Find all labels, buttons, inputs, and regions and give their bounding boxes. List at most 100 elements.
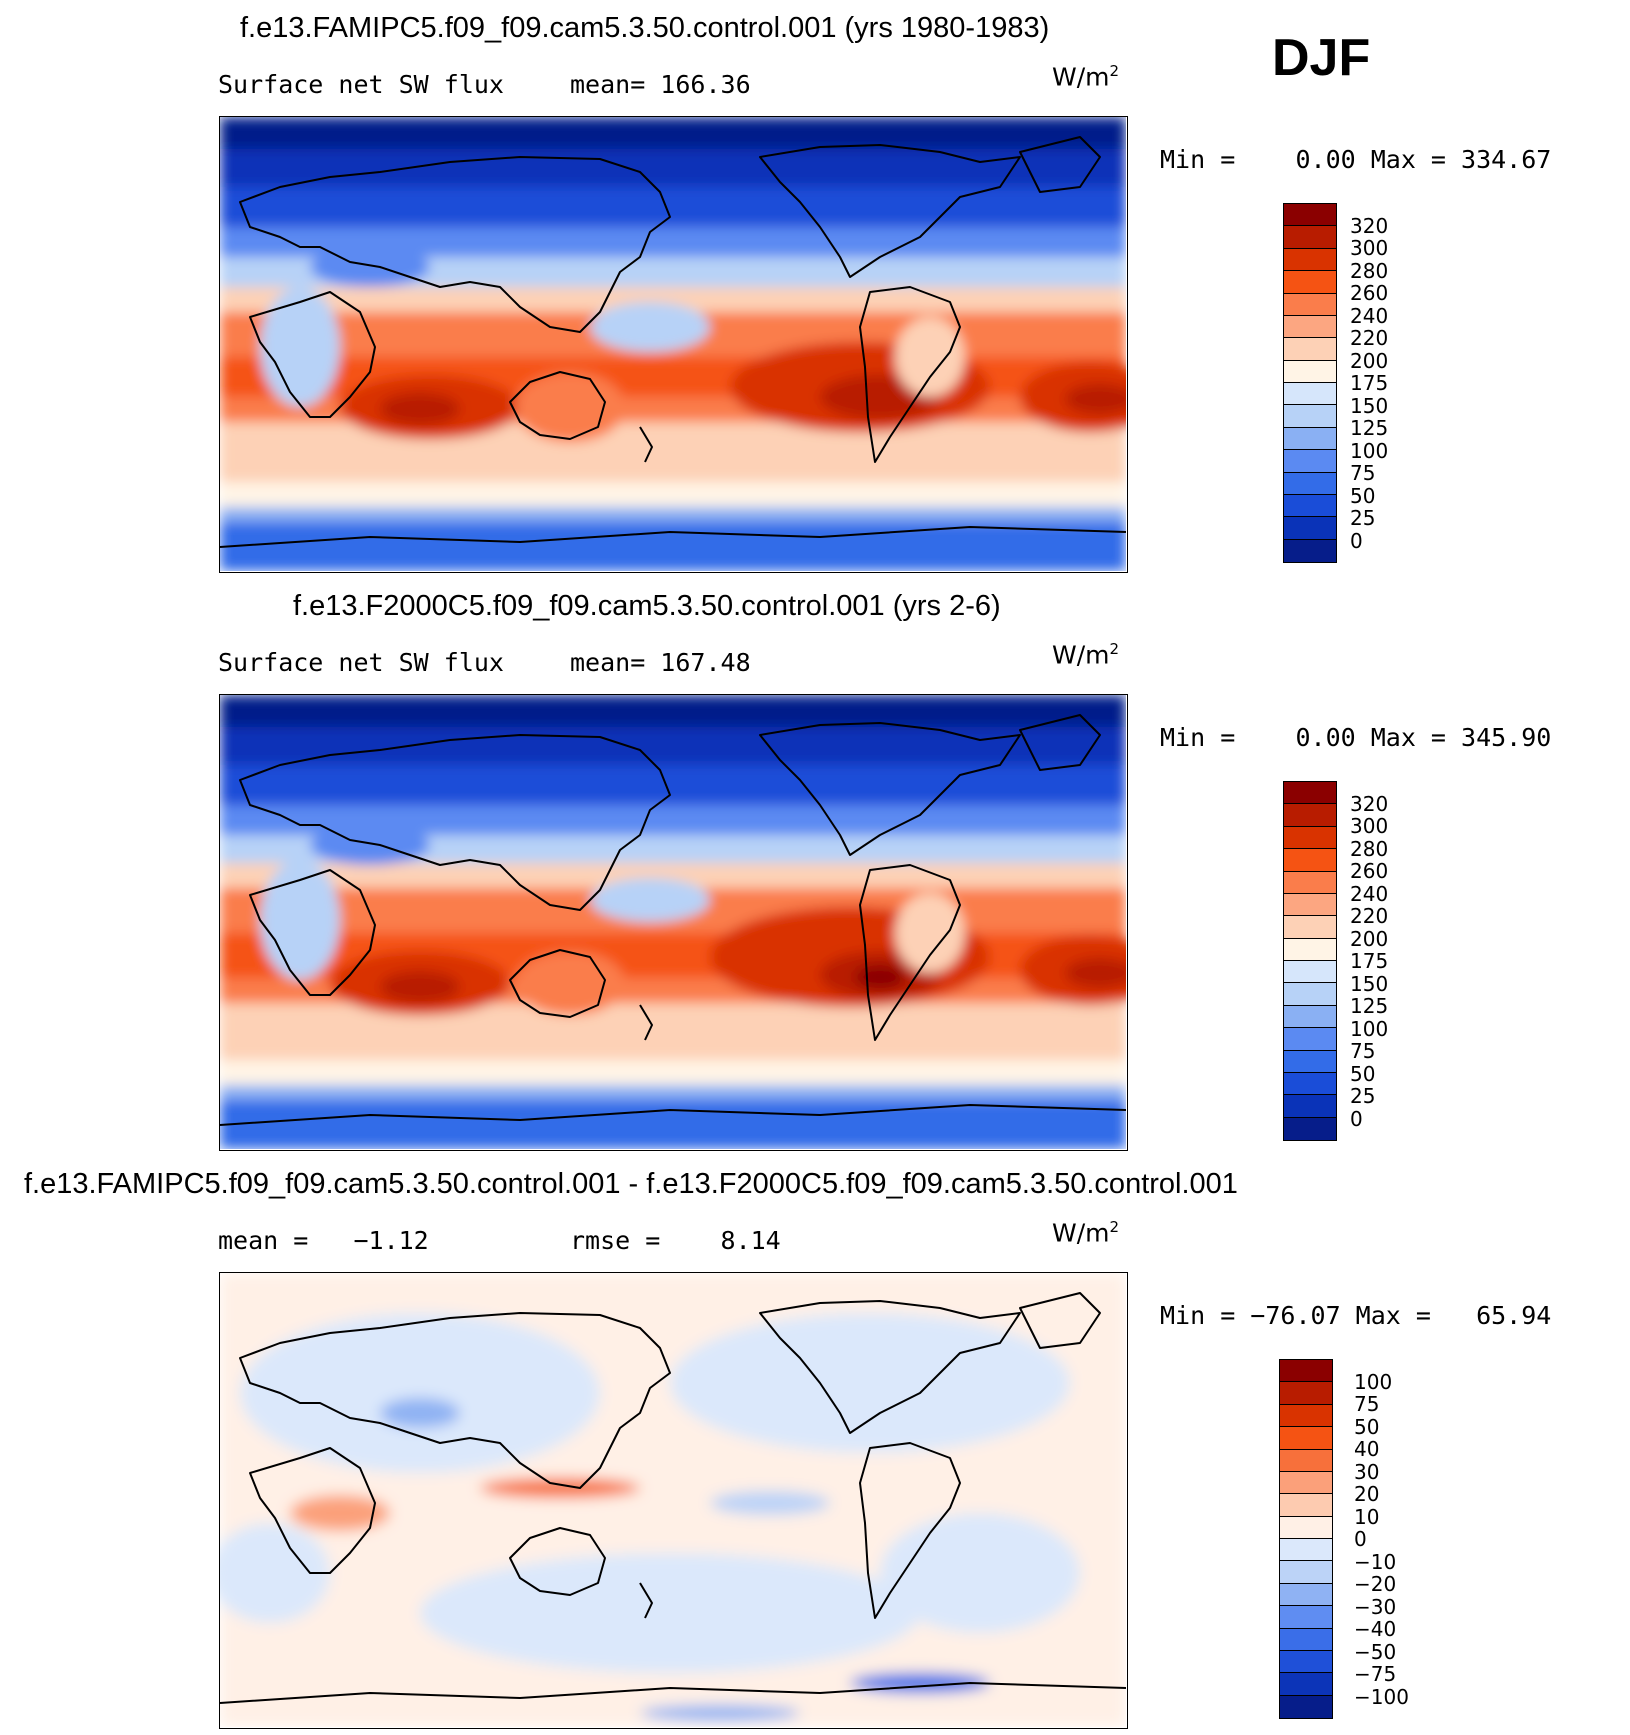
panel-3-colorbar-labels: 100 75 50 40 30 20 10 0 −10 −20 −30 −40 −50 −75 −100 (1354, 1359, 1434, 1719)
colorbar-cell (1284, 849, 1336, 872)
panel-1-colorbar (1283, 203, 1337, 563)
colorbar-tick-label: 50 (1354, 1414, 1380, 1439)
colorbar-tick-label: −100 (1354, 1684, 1409, 1709)
colorbar-tick-label: 220 (1350, 904, 1389, 928)
colorbar-tick-label: 200 (1350, 926, 1389, 951)
panel-2-colorbar-labels: 320 300 280 260 240 220 200 175 150 125 100 75 50 25 0 (1350, 781, 1430, 1141)
colorbar-cell (1280, 1494, 1332, 1517)
colorbar-cell (1280, 1650, 1332, 1674)
panel-2-units: W/m2 (1052, 640, 1120, 670)
panel-1-variable-label: Surface net SW flux (218, 70, 504, 99)
panel-2-variable-label: Surface net SW flux (218, 648, 504, 677)
colorbar-cell (1284, 983, 1336, 1006)
panel-2-coastlines (220, 714, 1126, 1126)
colorbar-cell (1284, 293, 1336, 316)
colorbar-tick-label: 100 (1350, 1016, 1389, 1041)
colorbar-cell (1284, 405, 1336, 428)
panel-1-field (220, 117, 1126, 571)
panel-2-title: f.e13.F2000C5.f09_f09.cam5.3.50.control.… (293, 590, 1001, 622)
colorbar-cell (1284, 1117, 1336, 1140)
colorbar-tick-label: 260 (1350, 281, 1389, 305)
panel-3-title: f.e13.FAMIPC5.f09_f09.cam5.3.50.control.… (24, 1168, 1238, 1200)
panel-1-colorbar-cells (1284, 204, 1336, 562)
panel-1-coastlines (220, 136, 1126, 548)
colorbar-tick-label: 10 (1354, 1504, 1380, 1529)
colorbar-tick-label: 240 (1350, 881, 1389, 906)
colorbar-cell (1284, 427, 1336, 451)
panel-3-field (220, 1273, 1126, 1727)
panel-2-mean-label: mean= 167.48 (570, 648, 751, 677)
colorbar-tick-label: 150 (1350, 393, 1389, 418)
colorbar-tick-label: 0 (1354, 1527, 1367, 1551)
panel-2-colorbar-cells (1284, 782, 1336, 1140)
colorbar-tick-label: −50 (1354, 1639, 1397, 1664)
colorbar-tick-label: −75 (1354, 1662, 1397, 1686)
panel-2-map (219, 694, 1128, 1151)
colorbar-cell (1284, 1095, 1336, 1118)
colorbar-tick-label: 280 (1350, 836, 1389, 861)
panel-3-coastlines (220, 1292, 1126, 1704)
colorbar-tick-label: 260 (1350, 859, 1389, 883)
colorbar-tick-label: 300 (1350, 814, 1389, 838)
colorbar-cell (1284, 871, 1336, 894)
colorbar-tick-label: −20 (1354, 1572, 1397, 1596)
colorbar-cell (1280, 1583, 1332, 1607)
colorbar-tick-label: 100 (1350, 438, 1389, 463)
panel-3-map (219, 1272, 1128, 1729)
panel-1-units: W/m2 (1052, 62, 1120, 92)
colorbar-cell (1280, 1561, 1332, 1584)
colorbar-tick-label: 75 (1354, 1392, 1380, 1416)
colorbar-cell (1284, 472, 1336, 495)
colorbar-tick-label: 50 (1350, 1061, 1376, 1086)
colorbar-cell (1284, 450, 1336, 473)
colorbar-tick-label: 20 (1354, 1482, 1380, 1506)
colorbar-cell (1284, 383, 1336, 406)
colorbar-cell (1284, 517, 1336, 540)
colorbar-cell (1280, 1673, 1332, 1696)
panel-1-map (219, 116, 1128, 573)
colorbar-tick-label: 280 (1350, 258, 1389, 283)
colorbar-tick-label: 40 (1354, 1437, 1380, 1461)
colorbar-cell (1280, 1516, 1332, 1539)
colorbar-tick-label: 200 (1350, 348, 1389, 373)
panel-3-minmax: Min = −76.07 Max = 65.94 (1160, 1301, 1552, 1330)
colorbar-cell (1280, 1606, 1332, 1629)
colorbar-tick-label: 0 (1350, 528, 1363, 553)
colorbar-tick-label: 125 (1350, 994, 1389, 1018)
colorbar-tick-label: 125 (1350, 416, 1389, 440)
colorbar-cell (1284, 893, 1336, 917)
colorbar-tick-label: 0 (1350, 1106, 1363, 1131)
colorbar-cell (1280, 1539, 1332, 1562)
colorbar-tick-label: 150 (1350, 971, 1389, 996)
colorbar-tick-label: 240 (1350, 303, 1389, 328)
colorbar-tick-label: 50 (1350, 483, 1376, 508)
colorbar-cell (1284, 1072, 1336, 1096)
colorbar-cell (1284, 916, 1336, 939)
colorbar-cell (1284, 826, 1336, 850)
colorbar-cell (1280, 1471, 1332, 1495)
colorbar-tick-label: −30 (1354, 1594, 1397, 1619)
season-label: DJF (1272, 29, 1371, 87)
colorbar-tick-label: 220 (1350, 326, 1389, 350)
colorbar-cell (1284, 226, 1336, 249)
colorbar-tick-label: −40 (1354, 1617, 1397, 1641)
colorbar-cell (1284, 271, 1336, 294)
colorbar-cell (1280, 1427, 1332, 1450)
colorbar-cell (1284, 204, 1336, 227)
colorbar-cell (1284, 248, 1336, 272)
colorbar-tick-label: 175 (1350, 371, 1389, 395)
colorbar-cell (1280, 1404, 1332, 1428)
panel-3-rmse-label: rmse = 8.14 (570, 1226, 781, 1255)
colorbar-tick-label: 30 (1354, 1459, 1380, 1484)
colorbar-cell (1280, 1695, 1332, 1718)
panel-3-colorbar-cells (1280, 1360, 1332, 1718)
colorbar-tick-label: 100 (1354, 1369, 1393, 1394)
colorbar-tick-label: 300 (1350, 236, 1389, 260)
colorbar-cell (1284, 360, 1336, 383)
panel-3-colorbar (1279, 1359, 1333, 1719)
panel-1-mean-label: mean= 166.36 (570, 70, 751, 99)
panel-1-title: f.e13.FAMIPC5.f09_f09.cam5.3.50.control.… (240, 12, 1050, 44)
colorbar-tick-label: 75 (1350, 461, 1376, 485)
colorbar-tick-label: 75 (1350, 1039, 1376, 1063)
panel-2-colorbar (1283, 781, 1337, 1141)
